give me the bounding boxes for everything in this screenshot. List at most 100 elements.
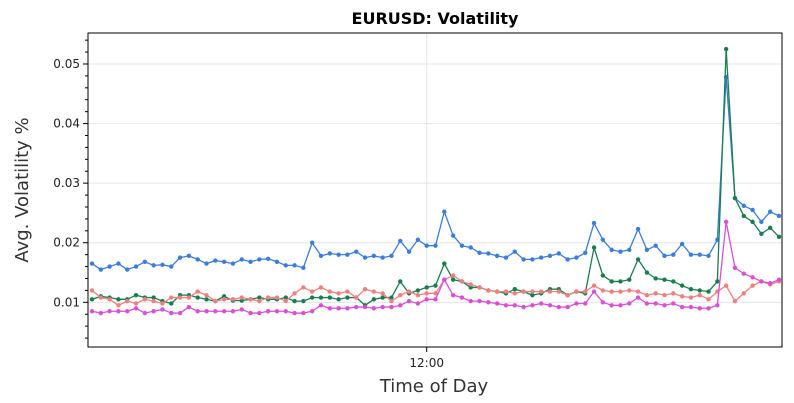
- series-green-point: [442, 261, 447, 266]
- series-magenta-point: [177, 310, 183, 316]
- series-green-point: [741, 213, 746, 219]
- series-salmon-point: [221, 297, 227, 302]
- series-blue-point: [257, 257, 262, 262]
- series-magenta-point: [442, 277, 447, 282]
- series-blue-point: [107, 264, 112, 269]
- series-green-point: [618, 279, 623, 284]
- series-blue-point: [486, 251, 491, 256]
- series-salmon-point: [530, 289, 535, 294]
- series-green-point: [433, 283, 438, 288]
- series-salmon-point: [371, 289, 377, 294]
- series-salmon-point: [309, 289, 315, 294]
- series-salmon-point: [265, 295, 271, 300]
- series-salmon-point: [195, 289, 200, 294]
- series-green-point: [257, 295, 262, 300]
- series-magenta-point: [547, 303, 553, 308]
- series-magenta-point: [521, 304, 526, 310]
- series-magenta-point: [776, 277, 782, 282]
- series-blue-point: [151, 263, 156, 268]
- series-magenta-point: [248, 310, 253, 316]
- series-salmon-point: [583, 289, 588, 294]
- series-green-point: [204, 297, 209, 302]
- series-green-point: [679, 283, 685, 288]
- series-blue-point: [177, 255, 183, 260]
- series-green-point: [767, 225, 773, 231]
- series-blue-point: [89, 261, 95, 266]
- series-salmon-point: [723, 283, 729, 288]
- series-blue-point: [591, 220, 597, 226]
- series-blue-point: [204, 261, 209, 266]
- series-blue-point: [512, 249, 517, 254]
- series-salmon-point: [89, 288, 95, 293]
- series-green-point: [301, 298, 306, 304]
- series-magenta-point: [221, 309, 227, 314]
- y-tick-label: 0.04: [53, 117, 80, 131]
- series-blue-point: [759, 219, 764, 225]
- series-magenta-point: [706, 306, 711, 311]
- series-green-point: [195, 295, 200, 300]
- y-tick-label: 0.03: [53, 176, 80, 190]
- y-tick-label: 0.01: [53, 295, 80, 309]
- series-green-point: [309, 295, 315, 300]
- series-magenta-point: [318, 303, 324, 308]
- series-blue-point: [160, 262, 165, 267]
- series-blue-point: [574, 255, 579, 260]
- series-layer: [89, 46, 782, 316]
- series-salmon-point: [116, 303, 121, 308]
- series-magenta-point: [759, 279, 764, 284]
- series-blue-point: [362, 255, 368, 260]
- series-magenta-point: [538, 301, 544, 306]
- series-magenta-point: [450, 292, 456, 298]
- series-blue-point: [371, 253, 377, 259]
- series-salmon-point: [503, 289, 509, 294]
- series-magenta-point: [530, 303, 535, 308]
- series-salmon-point: [433, 291, 438, 296]
- series-green-point: [635, 257, 641, 262]
- series-blue-point: [292, 263, 297, 268]
- series-salmon-point: [354, 295, 359, 300]
- series-magenta-point: [653, 301, 658, 306]
- series-green-point: [116, 297, 121, 302]
- series-magenta-point: [635, 295, 641, 300]
- series-blue-point: [274, 259, 280, 264]
- series-magenta-point: [697, 306, 702, 311]
- series-salmon-point: [142, 297, 148, 302]
- y-tick-label: 0.02: [53, 236, 80, 250]
- series-blue-point: [265, 256, 271, 262]
- series-salmon-point: [424, 291, 429, 296]
- series-green-point: [389, 295, 394, 300]
- series-salmon-point: [336, 291, 341, 296]
- series-salmon-point: [406, 289, 412, 294]
- series-green-point: [732, 195, 738, 201]
- series-magenta-point: [715, 303, 720, 308]
- series-salmon-point: [574, 289, 579, 294]
- series-magenta-point: [345, 306, 350, 311]
- series-blue-point: [433, 243, 438, 248]
- series-blue-point: [389, 253, 394, 259]
- series-blue-point: [609, 247, 614, 253]
- series-magenta-point: [671, 301, 676, 306]
- series-magenta-point: [556, 304, 562, 310]
- series-blue-point: [213, 258, 218, 263]
- series-salmon-point: [213, 298, 218, 304]
- series-magenta-point: [415, 301, 421, 306]
- series-green-point: [600, 273, 606, 278]
- series-blue-point: [142, 259, 148, 264]
- series-magenta-point: [459, 295, 465, 300]
- series-magenta-point: [186, 304, 192, 310]
- series-green-point: [697, 288, 702, 293]
- series-blue-point: [627, 247, 632, 253]
- series-salmon-point: [177, 295, 183, 300]
- series-green-point: [345, 295, 350, 300]
- series-magenta-point: [89, 309, 95, 314]
- series-blue-point: [415, 237, 421, 242]
- series-salmon-point: [618, 289, 623, 294]
- series-magenta-point: [257, 310, 262, 316]
- series-magenta-point: [98, 310, 104, 316]
- series-blue-point: [230, 261, 236, 266]
- plot-area-frame: [87, 32, 783, 348]
- series-green-point: [380, 295, 385, 300]
- series-magenta-point: [591, 289, 597, 294]
- series-blue-point: [186, 253, 192, 259]
- x-tick-label: 12:00: [409, 356, 444, 370]
